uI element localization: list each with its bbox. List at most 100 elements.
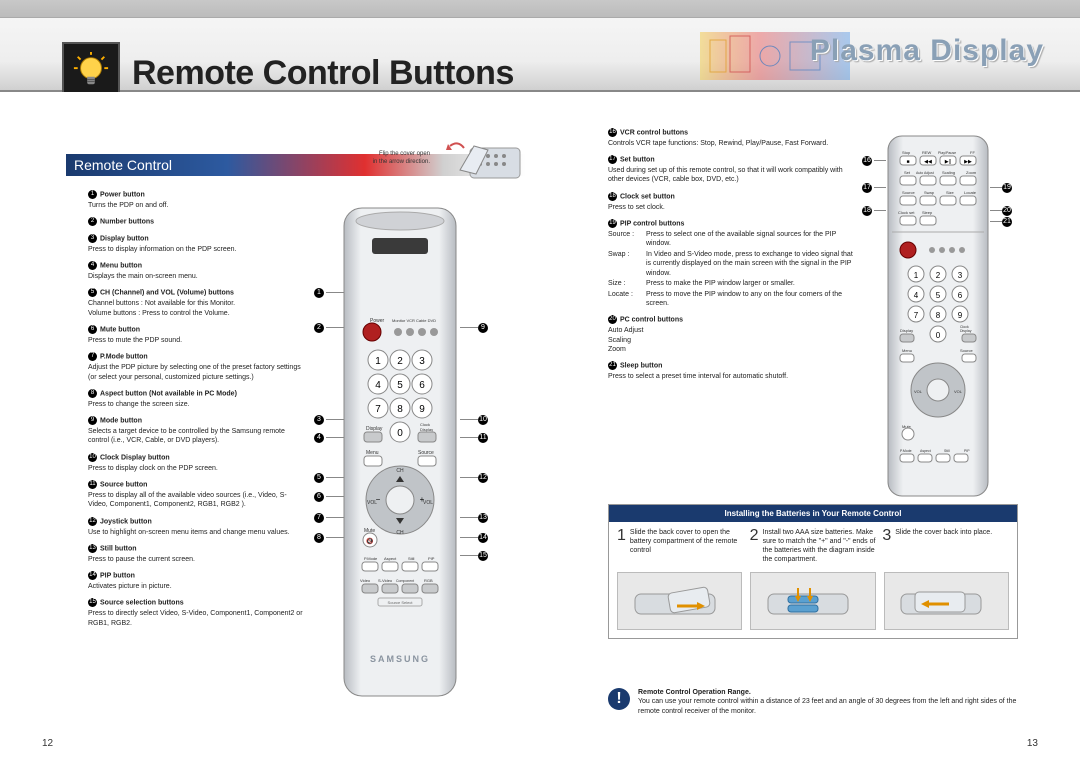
desc-entry: 4Menu buttonDisplays the main on-screen … xyxy=(88,261,304,281)
svg-text:REW: REW xyxy=(922,150,932,155)
svg-text:8: 8 xyxy=(397,404,403,415)
battery-box: Installing the Batteries in Your Remote … xyxy=(608,504,1018,639)
topbar xyxy=(0,0,1080,18)
svg-text:Swap: Swap xyxy=(924,190,935,195)
svg-text:7: 7 xyxy=(914,311,919,320)
svg-text:3: 3 xyxy=(419,356,425,367)
svg-text:SAMSUNG: SAMSUNG xyxy=(370,654,430,664)
svg-text:Monitor VCR Cable DVD: Monitor VCR Cable DVD xyxy=(392,318,436,323)
svg-text:◀◀: ◀◀ xyxy=(924,159,932,165)
desc-entry: 1Power buttonTurns the PDP on and off. xyxy=(88,190,304,210)
svg-text:P.Mode: P.Mode xyxy=(364,556,378,561)
desc-head: 9Mode button xyxy=(88,416,304,426)
desc-body: Controls VCR tape functions: Stop, Rewin… xyxy=(608,139,854,148)
desc-head: 21Sleep button xyxy=(608,361,854,371)
callout: 16 xyxy=(862,155,872,166)
svg-text:1: 1 xyxy=(914,271,919,280)
battery-img-2 xyxy=(750,572,875,630)
callout: 13 xyxy=(478,512,488,523)
desc-entry: 9Mode buttonSelects a target device to b… xyxy=(88,416,304,446)
svg-text:3: 3 xyxy=(958,271,963,280)
callout: 2 xyxy=(314,322,324,333)
callout: 6 xyxy=(314,491,324,502)
callout: 3 xyxy=(314,414,324,425)
svg-text:VOL: VOL xyxy=(914,389,923,394)
svg-text:Display: Display xyxy=(366,426,383,432)
svg-text:▶||: ▶|| xyxy=(945,159,951,165)
desc-body: Adjust the PDP picture by selecting one … xyxy=(88,363,304,382)
desc-head: 20PC control buttons xyxy=(608,315,854,325)
desc-head: 14PIP button xyxy=(88,571,304,581)
desc-body: Press to mute the PDP sound. xyxy=(88,336,304,345)
desc-entry: 17Set buttonUsed during set up of this r… xyxy=(608,155,854,185)
svg-text:Stop: Stop xyxy=(902,150,911,155)
svg-text:Play/Pause: Play/Pause xyxy=(938,151,956,155)
svg-text:Locate: Locate xyxy=(964,190,977,195)
desc-sub: Source :Press to select one of the avail… xyxy=(608,230,854,249)
svg-text:Aspect: Aspect xyxy=(920,449,931,453)
page-title: Remote Control Buttons xyxy=(132,54,514,93)
callout: 19 xyxy=(1002,182,1012,193)
desc-body: Used during set up of this remote contro… xyxy=(608,166,854,185)
desc-head: 8Aspect button (Not available in PC Mode… xyxy=(88,389,304,399)
battery-step: 1Slide the back cover to open the batter… xyxy=(617,528,744,564)
desc-body: Activates picture in picture. xyxy=(88,582,304,591)
left-desc-col: 1Power buttonTurns the PDP on and off. 2N… xyxy=(88,190,304,635)
desc-body: Turns the PDP on and off. xyxy=(88,201,304,210)
desc-entry: 19PIP control buttonsSource :Press to se… xyxy=(608,219,854,308)
desc-body: Press to pause the current screen. xyxy=(88,555,304,564)
svg-text:Still: Still xyxy=(408,556,415,561)
svg-text:▶▶: ▶▶ xyxy=(964,159,972,165)
battery-step: 3Slide the cover back into place. xyxy=(882,528,1009,564)
desc-entry: 14PIP buttonActivates picture in picture… xyxy=(88,571,304,591)
svg-text:Menu: Menu xyxy=(902,348,912,353)
desc-body: Use to highlight on-screen menu items an… xyxy=(88,528,304,537)
svg-text:6: 6 xyxy=(958,291,963,300)
right-desc-col: 16VCR control buttonsControls VCR tape f… xyxy=(608,128,854,389)
svg-text:Aspect: Aspect xyxy=(384,556,397,561)
desc-body: Press to directly select Video, S-Video,… xyxy=(88,609,304,628)
callout: 10 xyxy=(478,414,488,425)
callout: 8 xyxy=(314,532,324,543)
svg-text:Still: Still xyxy=(944,449,950,453)
page-number-left: 12 xyxy=(42,738,53,749)
battery-header: Installing the Batteries in Your Remote … xyxy=(609,505,1017,522)
svg-text:Component: Component xyxy=(396,579,414,583)
svg-text:S-Video: S-Video xyxy=(378,578,393,583)
svg-text:2: 2 xyxy=(397,356,403,367)
desc-head: 18Clock set button xyxy=(608,192,854,202)
callout: 7 xyxy=(314,512,324,523)
svg-text:+: + xyxy=(420,495,425,504)
remote-big: Power Monitor VCR Cable DVD 1 2 3 4 5 6 … xyxy=(330,202,470,702)
desc-sub: Swap :In Video and S-Video mode, press t… xyxy=(608,250,854,278)
desc-entry: 5CH (Channel) and VOL (Volume) buttonsCh… xyxy=(88,288,304,318)
desc-head: 6Mute button xyxy=(88,325,304,335)
desc-head: 10Clock Display button xyxy=(88,453,304,463)
svg-text:Source: Source xyxy=(960,348,973,353)
desc-head: 5CH (Channel) and VOL (Volume) buttons xyxy=(88,288,304,298)
desc-entry: 3Display buttonPress to display informat… xyxy=(88,234,304,254)
svg-text:Source Select: Source Select xyxy=(388,600,414,605)
battery-images xyxy=(609,568,1017,638)
svg-text:VOL: VOL xyxy=(954,389,963,394)
battery-img-3 xyxy=(884,572,1009,630)
desc-body: Press to change the screen size. xyxy=(88,400,304,409)
svg-text:0: 0 xyxy=(397,428,403,439)
callout: 4 xyxy=(314,432,324,443)
content-area: Remote Control Flip the cover open in th… xyxy=(0,92,1080,763)
callout: 21 xyxy=(1002,216,1012,227)
callout: 12 xyxy=(478,472,488,483)
svg-text:8: 8 xyxy=(936,311,941,320)
desc-head: 15Source selection buttons xyxy=(88,598,304,608)
callout: 14 xyxy=(478,532,488,543)
svg-text:VOL: VOL xyxy=(423,500,433,506)
desc-body: Press to display information on the PDP … xyxy=(88,245,304,254)
desc-body: Displays the main on-screen menu. xyxy=(88,272,304,281)
desc-body: Selects a target device to be controlled… xyxy=(88,427,304,446)
desc-entry: 2Number buttons xyxy=(88,217,304,227)
desc-head: 11Source button xyxy=(88,480,304,490)
svg-text:Size: Size xyxy=(946,190,955,195)
remote-small: StopREWPlay/PauseFF ■ ◀◀ ▶|| ▶▶ SetAuto … xyxy=(878,132,998,500)
desc-body: Press to select a preset time interval f… xyxy=(608,372,854,381)
svg-text:Set: Set xyxy=(904,170,911,175)
